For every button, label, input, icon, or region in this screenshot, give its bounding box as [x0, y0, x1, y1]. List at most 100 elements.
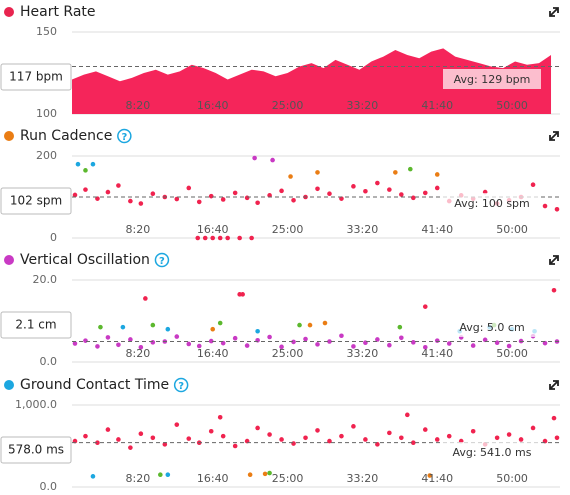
point [174, 334, 180, 339]
point [470, 343, 476, 348]
x-tick-label: 25:00 [272, 99, 304, 112]
point [387, 187, 392, 192]
point [195, 235, 201, 241]
point [411, 440, 416, 446]
current-value: 117 bpm [9, 70, 63, 84]
panel-title: Heart Rate [20, 4, 96, 20]
x-tick-label: 16:40 [197, 347, 229, 360]
point [240, 292, 245, 297]
point [255, 200, 260, 206]
point [98, 324, 103, 330]
point [247, 472, 253, 478]
point [279, 437, 284, 442]
help-icon-glyph: ? [178, 381, 184, 392]
point [138, 431, 144, 437]
point [422, 304, 428, 309]
point [291, 197, 296, 203]
point [291, 441, 296, 446]
current-box [0, 187, 72, 215]
current-value: 2.1 cm [15, 318, 56, 332]
title-dot [4, 7, 14, 17]
point [506, 432, 512, 437]
avg-label: Avg: 541.0 ms [452, 446, 531, 459]
x-tick-label: 33:20 [347, 223, 379, 236]
point [288, 174, 293, 179]
x-tick-label: 33:20 [347, 99, 379, 112]
x-tick-label: 41:40 [421, 347, 453, 360]
point [422, 427, 428, 432]
expand-icon[interactable] [549, 131, 559, 141]
point [116, 437, 121, 442]
avg-label: Avg: 100 spm [454, 197, 530, 210]
point [150, 340, 156, 345]
point [427, 473, 433, 478]
point [267, 432, 272, 437]
x-tick-label: 41:40 [421, 99, 453, 112]
point [90, 161, 96, 167]
expand-icon[interactable] [549, 7, 559, 17]
point [363, 188, 368, 194]
point [397, 324, 403, 330]
expand-icon[interactable] [549, 255, 559, 265]
point [116, 183, 121, 188]
x-tick-label: 8:20 [126, 99, 151, 112]
y-tick-label: 150 [36, 25, 57, 38]
point [422, 344, 428, 350]
point [255, 328, 260, 334]
point [399, 192, 404, 197]
point [208, 193, 214, 199]
point [220, 433, 226, 439]
point [315, 428, 320, 433]
point [72, 341, 78, 346]
x-tick-label: 16:40 [197, 223, 229, 236]
point [210, 235, 216, 241]
point [217, 235, 223, 241]
point [186, 185, 192, 191]
point [351, 344, 356, 349]
expand-icon[interactable] [549, 380, 559, 390]
point [434, 338, 440, 343]
title-dot [4, 131, 14, 141]
point [120, 324, 126, 330]
avg-box [443, 193, 541, 213]
current-box [0, 63, 72, 91]
point [411, 195, 416, 201]
panel-title: Ground Contact Time [20, 377, 169, 393]
help-icon[interactable] [154, 252, 170, 268]
point [217, 320, 223, 326]
current-value: 102 spm [10, 194, 62, 208]
point [105, 427, 111, 432]
point [494, 435, 500, 441]
point [252, 155, 257, 161]
x-tick-label: 50:00 [496, 347, 528, 360]
x-tick-label: 33:20 [347, 347, 379, 360]
point [150, 435, 156, 441]
help-icon[interactable] [117, 128, 132, 144]
point [208, 338, 214, 344]
point [315, 186, 320, 192]
point [393, 170, 398, 175]
point [270, 157, 275, 163]
point [315, 170, 320, 175]
point [165, 472, 171, 478]
point [434, 172, 440, 177]
point [339, 433, 344, 439]
point [542, 203, 548, 209]
x-tick-label: 50:00 [496, 223, 528, 236]
y-tick-label: 200 [36, 149, 57, 162]
point [95, 344, 100, 349]
point [186, 341, 192, 347]
x-tick-label: 8:20 [126, 223, 151, 236]
help-icon[interactable] [173, 377, 189, 393]
point [150, 191, 156, 197]
point [83, 433, 88, 439]
point [196, 199, 202, 205]
x-tick-label: 8:20 [126, 347, 151, 360]
point [315, 342, 320, 347]
point [351, 184, 356, 189]
point [434, 185, 440, 191]
x-tick-label: 25:00 [272, 472, 304, 485]
y-tick-label: 1,000.0 [15, 398, 57, 411]
point [375, 180, 380, 186]
point [554, 435, 560, 441]
